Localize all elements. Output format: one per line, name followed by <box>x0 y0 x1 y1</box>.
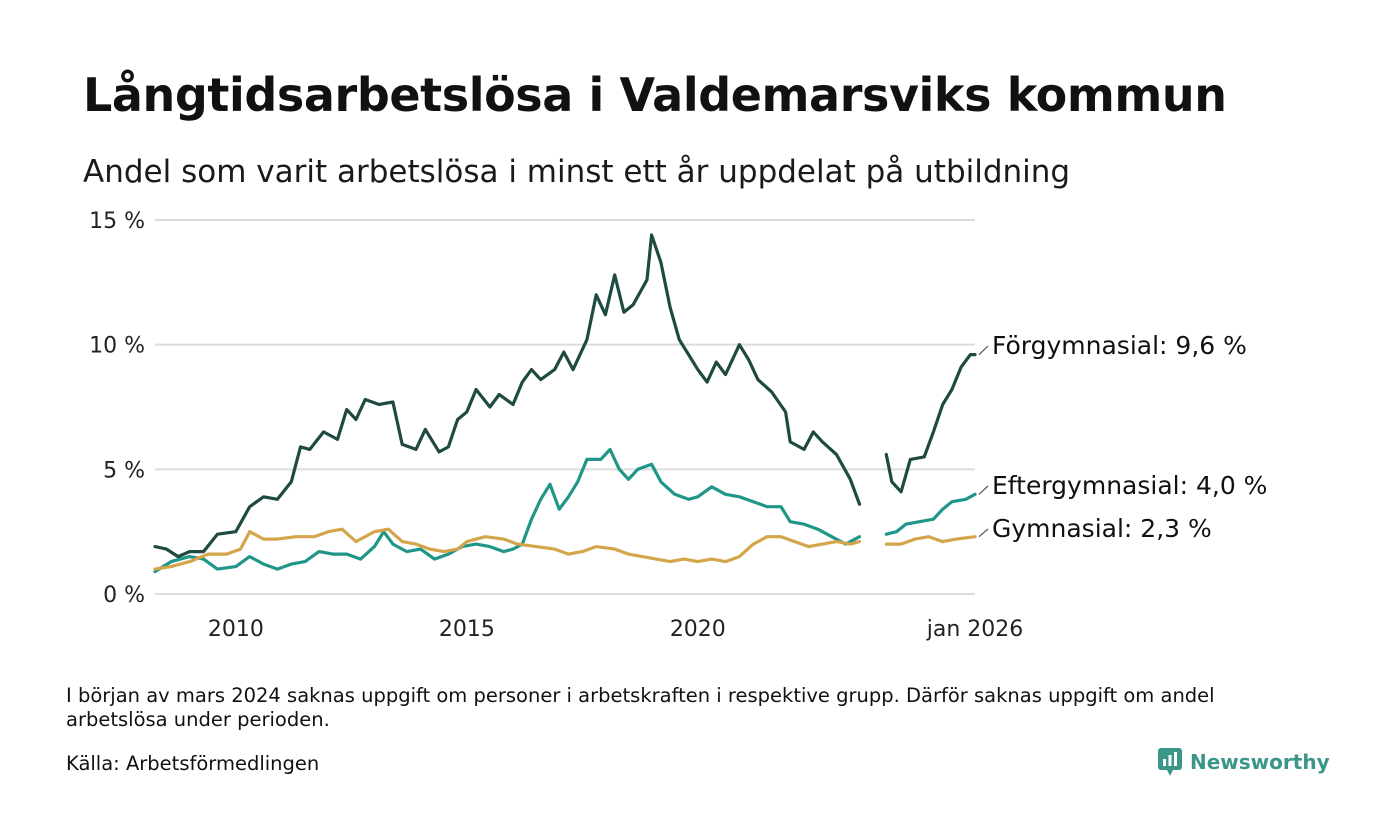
gridlines <box>155 219 975 595</box>
newsworthy-logo: Newsworthy <box>1158 746 1330 778</box>
label-leader-eftergymnasial <box>978 485 989 495</box>
x-tick-label: 2015 <box>439 617 495 642</box>
series-eftergymnasial-line-1 <box>153 447 862 574</box>
series-forgymnasial-line-2 <box>884 353 977 494</box>
series-gymnasial-line-2 <box>884 535 977 546</box>
line-chart: 0 % 5 % 10 % 15 % 2010 2015 2020 jan 2026 Förg… <box>89 209 1267 642</box>
series-gymnasial-line-1 <box>153 527 862 571</box>
chart-subtitle: Andel som varit arbetslösa i minst ett å… <box>83 154 1071 190</box>
x-axis: 2010 2015 2020 jan 2026 <box>208 617 1023 642</box>
y-tick-label: 15 % <box>89 209 145 234</box>
x-tick-label: 2020 <box>670 617 726 642</box>
y-axis: 0 % 5 % 10 % 15 % <box>89 209 145 608</box>
end-label-forgymnasial: Förgymnasial: 9,6 % <box>992 331 1247 360</box>
brand-name: Newsworthy <box>1190 750 1330 774</box>
y-tick-label: 5 % <box>103 458 145 483</box>
newsworthy-logo-icon <box>1158 748 1182 776</box>
chart-title: Långtidsarbetslösa i Valdemarsviks kommu… <box>83 68 1227 122</box>
x-tick-label: 2010 <box>208 617 264 642</box>
source-credit: Källa: Arbetsförmedlingen <box>66 752 320 775</box>
footnote: I början av mars 2024 saknas uppgift om … <box>66 684 1215 731</box>
label-leader-forgymnasial <box>978 345 989 356</box>
y-tick-label: 0 % <box>103 583 145 608</box>
end-label-gymnasial: Gymnasial: 2,3 % <box>992 514 1212 543</box>
series-forgymnasial-line-1 <box>153 233 862 559</box>
x-tick-label: jan 2026 <box>926 617 1024 642</box>
series-eftergymnasial-line-2 <box>884 492 977 536</box>
end-label-eftergymnasial: Eftergymnasial: 4,0 % <box>992 471 1267 500</box>
series-lines <box>153 233 977 574</box>
end-labels: Förgymnasial: 9,6 % Eftergymnasial: 4,0 %… <box>978 331 1267 543</box>
label-leader-gymnasial <box>978 528 989 538</box>
y-tick-label: 10 % <box>89 334 145 359</box>
